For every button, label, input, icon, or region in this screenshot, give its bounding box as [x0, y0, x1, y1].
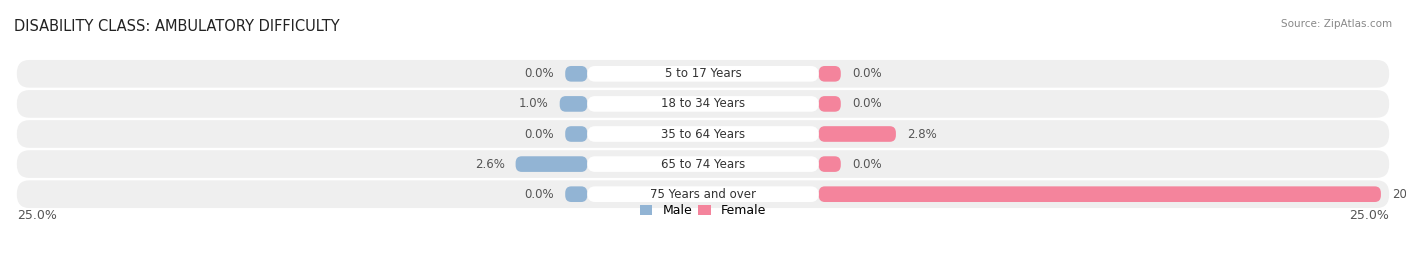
Text: 65 to 74 Years: 65 to 74 Years [661, 158, 745, 171]
FancyBboxPatch shape [17, 150, 1389, 178]
FancyBboxPatch shape [565, 126, 588, 142]
FancyBboxPatch shape [818, 96, 841, 112]
FancyBboxPatch shape [17, 90, 1389, 118]
Text: 1.0%: 1.0% [519, 97, 548, 110]
FancyBboxPatch shape [818, 156, 841, 172]
Text: 0.0%: 0.0% [524, 128, 554, 140]
FancyBboxPatch shape [588, 186, 818, 202]
FancyBboxPatch shape [588, 96, 818, 112]
FancyBboxPatch shape [560, 96, 588, 112]
Text: 5 to 17 Years: 5 to 17 Years [665, 67, 741, 80]
Text: 25.0%: 25.0% [17, 209, 56, 222]
Text: 0.0%: 0.0% [524, 188, 554, 201]
FancyBboxPatch shape [565, 66, 588, 82]
Text: 25.0%: 25.0% [1350, 209, 1389, 222]
FancyBboxPatch shape [17, 120, 1389, 148]
FancyBboxPatch shape [588, 66, 818, 82]
Text: 0.0%: 0.0% [524, 67, 554, 80]
FancyBboxPatch shape [516, 156, 588, 172]
FancyBboxPatch shape [818, 66, 841, 82]
Text: 35 to 64 Years: 35 to 64 Years [661, 128, 745, 140]
Text: 75 Years and over: 75 Years and over [650, 188, 756, 201]
Text: DISABILITY CLASS: AMBULATORY DIFFICULTY: DISABILITY CLASS: AMBULATORY DIFFICULTY [14, 19, 340, 34]
FancyBboxPatch shape [17, 60, 1389, 88]
Text: 2.8%: 2.8% [907, 128, 936, 140]
Text: 20.4%: 20.4% [1392, 188, 1406, 201]
Text: 18 to 34 Years: 18 to 34 Years [661, 97, 745, 110]
Text: 0.0%: 0.0% [852, 158, 882, 171]
Text: 0.0%: 0.0% [852, 97, 882, 110]
Text: 2.6%: 2.6% [475, 158, 505, 171]
FancyBboxPatch shape [818, 126, 896, 142]
FancyBboxPatch shape [588, 126, 818, 142]
FancyBboxPatch shape [17, 180, 1389, 208]
Legend: Male, Female: Male, Female [636, 199, 770, 222]
FancyBboxPatch shape [565, 186, 588, 202]
FancyBboxPatch shape [588, 156, 818, 172]
Text: 0.0%: 0.0% [852, 67, 882, 80]
FancyBboxPatch shape [818, 186, 1381, 202]
Text: Source: ZipAtlas.com: Source: ZipAtlas.com [1281, 19, 1392, 29]
